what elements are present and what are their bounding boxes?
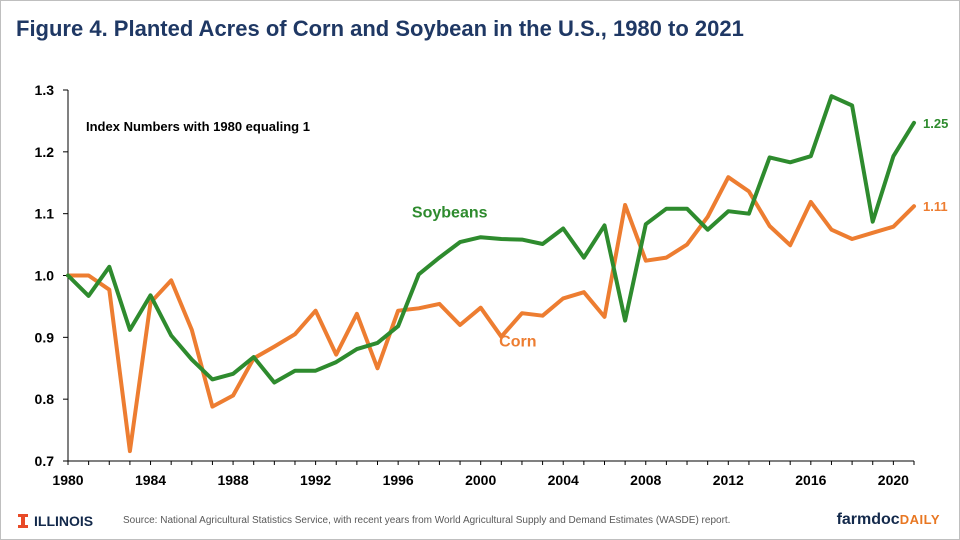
x-tick-label: 2020	[878, 472, 909, 488]
y-tick-label: 1.0	[35, 268, 55, 284]
y-tick-label: 0.8	[35, 391, 55, 407]
index-note: Index Numbers with 1980 equaling 1	[86, 119, 310, 134]
y-tick-label: 1.2	[35, 144, 55, 160]
brand-main: farmdoc	[836, 511, 900, 528]
brand-accent: DAILY	[899, 512, 940, 527]
x-tick-label: 1992	[300, 472, 331, 488]
x-tick-label: 1984	[135, 472, 166, 488]
x-tick-label: 2000	[465, 472, 496, 488]
illinois-i-icon	[18, 514, 28, 528]
x-tick-label: 2008	[630, 472, 661, 488]
y-tick-label: 0.7	[35, 453, 55, 469]
chart-title: Figure 4. Planted Acres of Corn and Soyb…	[16, 16, 744, 41]
y-tick-label: 0.9	[35, 329, 55, 345]
illinois-logo: ILLINOIS	[18, 513, 93, 529]
y-tick-label: 1.1	[35, 206, 55, 222]
illinois-wordmark: ILLINOIS	[34, 513, 94, 529]
x-tick-label: 1980	[52, 472, 83, 488]
farmdoc-daily-logo: farmdocDAILY	[837, 511, 940, 529]
x-tick-label: 2012	[713, 472, 744, 488]
series-label-corn: Corn	[499, 334, 536, 351]
source-note: Source: National Agricultural Statistics…	[123, 515, 731, 526]
y-tick-label: 1.3	[35, 82, 55, 98]
series-line-corn	[66, 175, 916, 454]
series-label-soybeans: Soybeans	[412, 204, 488, 221]
end-value-label-corn: 1.11	[923, 199, 948, 214]
end-value-label-soybeans: 1.25	[923, 116, 948, 131]
x-tick-label: 1996	[383, 472, 414, 488]
series-line-soybeans	[66, 94, 916, 385]
x-tick-label: 2016	[795, 472, 826, 488]
x-tick-label: 2004	[548, 472, 579, 488]
x-tick-label: 1988	[217, 472, 248, 488]
